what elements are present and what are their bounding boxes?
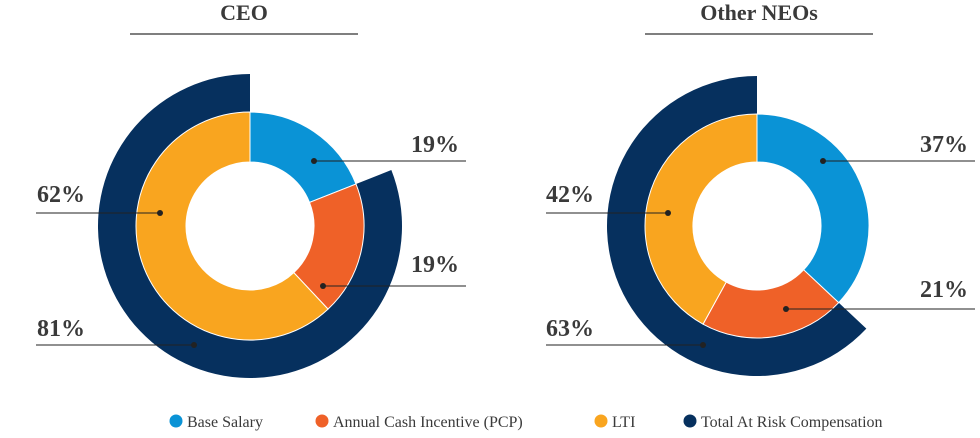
ceo-at-risk-dot [191, 342, 197, 348]
ceo-title: CEO [220, 0, 268, 25]
legend-lti-swatch [594, 414, 608, 428]
neo-pcp-dot [783, 306, 789, 312]
legend-at-risk-label: Total At Risk Compensation [701, 414, 883, 431]
neo-at-risk-label: 63% [546, 316, 594, 342]
neo-lti-segment [644, 113, 758, 325]
ceo-at-risk-label: 81% [37, 316, 85, 342]
ceo-lti-label: 62% [37, 182, 85, 208]
ceo-lti-dot [157, 210, 163, 216]
ceo-base-salary-segment [249, 111, 357, 204]
ceo-lti-segment [135, 111, 329, 341]
legend: Base Salary Annual Cash Incentive (PCP) … [169, 414, 883, 431]
ceo-chart: CEO 19% 19% 62% 81% [36, 0, 466, 378]
neo-chart: Other NEOs 37% 21% 42% 63% [546, 0, 975, 377]
neo-lti-dot [665, 210, 671, 216]
legend-pcp-label: Annual Cash Incentive (PCP) [333, 414, 523, 431]
legend-lti-label: LTI [612, 414, 635, 431]
neo-at-risk-dot [700, 342, 706, 348]
neo-base-salary-segment [756, 113, 870, 304]
ceo-pcp-label: 19% [411, 252, 459, 278]
neo-base-salary-label: 37% [920, 132, 968, 158]
legend-base-salary-label: Base Salary [187, 414, 263, 431]
neo-pcp-label: 21% [920, 277, 968, 303]
legend-base-salary-swatch [169, 414, 183, 428]
neo-lti-label: 42% [546, 182, 594, 208]
legend-at-risk-swatch [683, 414, 697, 428]
neo-base-salary-dot [820, 158, 826, 164]
ceo-base-salary-label: 19% [411, 132, 459, 158]
legend-pcp-swatch [315, 414, 329, 428]
ceo-base-salary-dot [311, 158, 317, 164]
neo-title: Other NEOs [700, 0, 818, 25]
ceo-pcp-dot [320, 283, 326, 289]
